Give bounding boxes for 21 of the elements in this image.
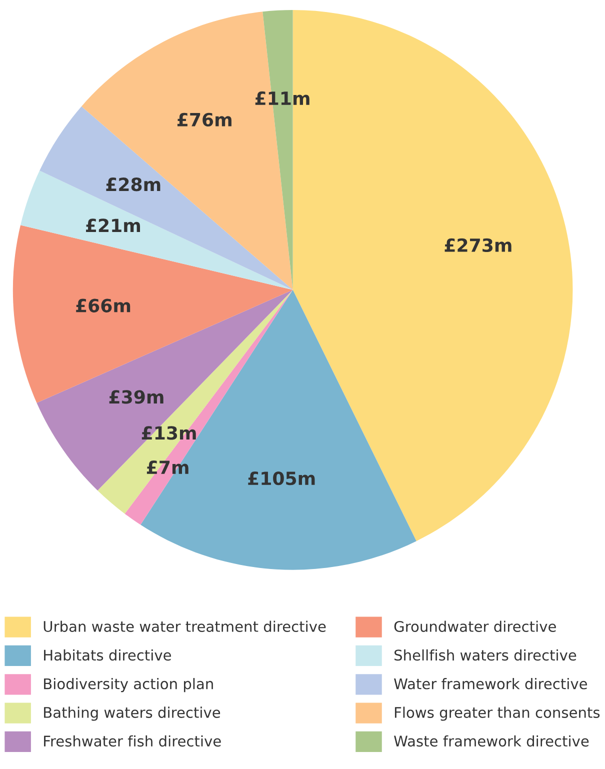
data-label: £76m	[177, 112, 232, 126]
legend-label: Groundwater directive	[394, 620, 556, 632]
legend-label: Bathing waters directive	[44, 706, 220, 721]
pie-slice	[40, 106, 293, 290]
legend-label: Shellfish waters directive	[394, 649, 576, 661]
data-label: £13m	[142, 426, 196, 440]
legend-label: Urban waste water treatment directive	[44, 620, 326, 632]
data-label: £11m	[255, 91, 310, 105]
data-label: £105m	[248, 472, 315, 486]
data-label: £21m	[86, 218, 140, 232]
pie-slice	[20, 170, 293, 290]
data-label: £28m	[106, 178, 160, 192]
data-label: £39m	[109, 390, 164, 404]
legend-label: Waste framework directive	[394, 735, 589, 747]
legend-label: Habitats directive	[44, 649, 171, 661]
legend-label: Flows greater than consents	[394, 706, 600, 721]
legend-label: Water framework directive	[394, 678, 588, 690]
data-label: £273m	[444, 238, 512, 252]
legend-label: Freshwater fish directive	[44, 735, 221, 747]
legend-label: Biodiversity action plan	[44, 678, 213, 692]
data-label: £66m	[76, 298, 130, 312]
